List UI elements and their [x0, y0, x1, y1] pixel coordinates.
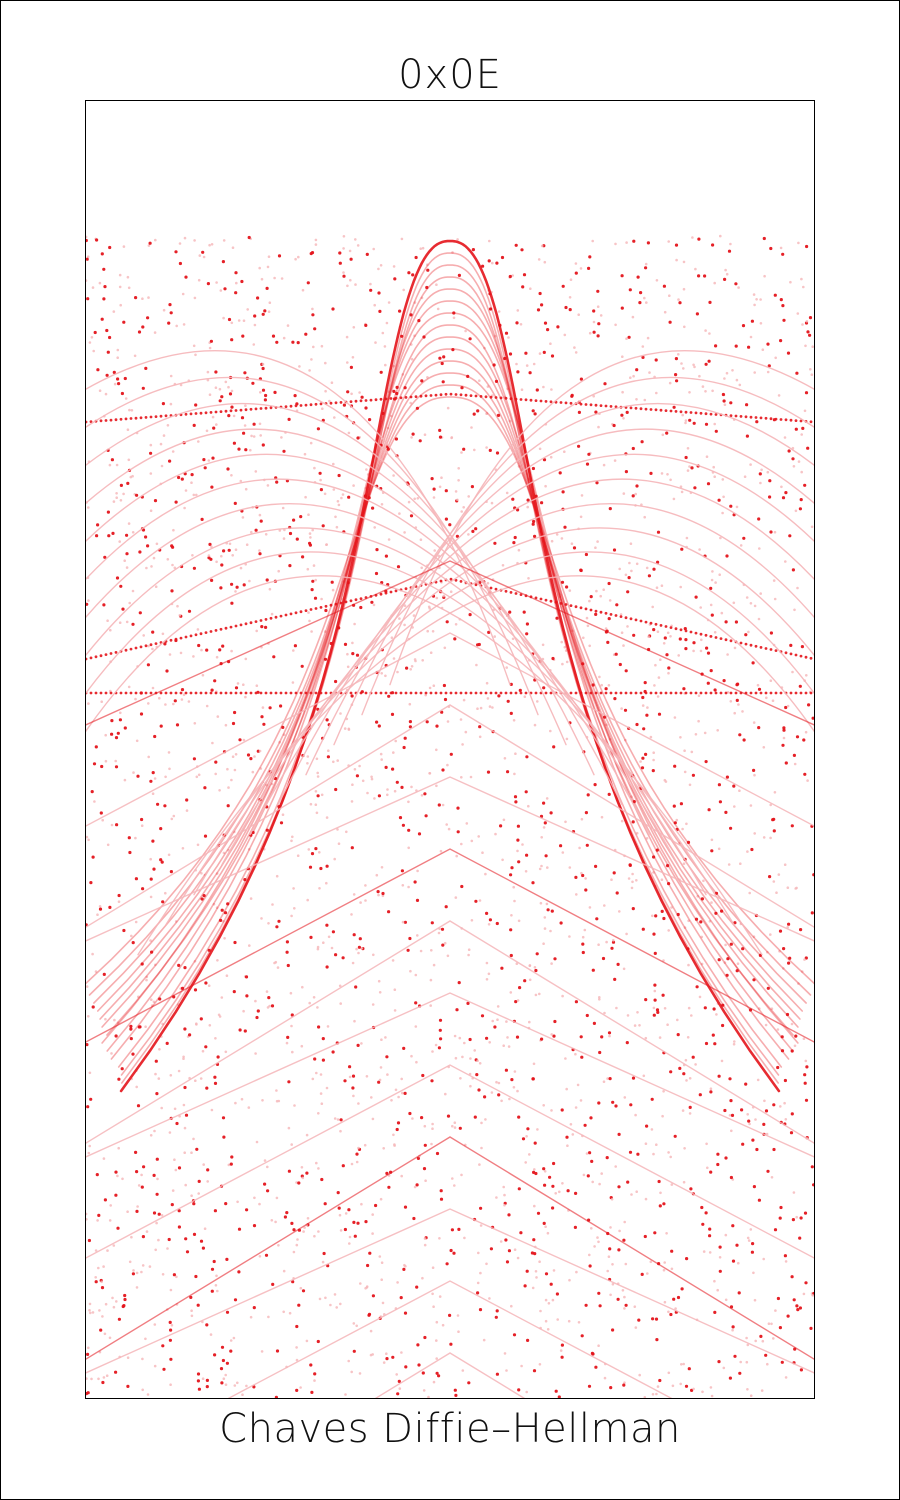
card-title: 0x0E: [398, 52, 502, 98]
scatter-dots-layer: [86, 234, 814, 1398]
artwork-panel: [85, 100, 815, 1399]
point-field-artwork: [86, 234, 814, 1398]
curve-layer: [86, 239, 814, 1398]
card-caption: Chaves Diffie–Hellman: [219, 1406, 681, 1452]
